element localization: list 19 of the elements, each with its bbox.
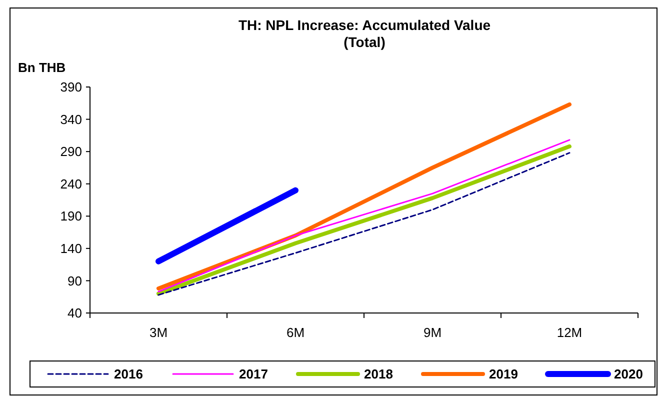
legend-label: 2016 bbox=[114, 366, 143, 382]
legend-label: 2018 bbox=[364, 366, 393, 382]
y-tick-label: 290 bbox=[60, 144, 82, 160]
chart-title: TH: NPL Increase: Accumulated Value (Total) bbox=[238, 17, 491, 50]
y-tick-label: 340 bbox=[60, 112, 82, 127]
y-tick-label: 190 bbox=[60, 208, 82, 224]
legend-label: 2020 bbox=[614, 366, 643, 382]
x-tick-label: 9M bbox=[423, 325, 442, 340]
x-tick-label: 6M bbox=[286, 325, 305, 340]
legend-label: 2017 bbox=[239, 366, 268, 382]
x-tick-label: 12M bbox=[556, 325, 582, 340]
y-tick-label: 140 bbox=[60, 240, 82, 256]
y-axis-title: Bn THB bbox=[18, 60, 66, 75]
y-tick-label: 90 bbox=[68, 273, 82, 288]
x-tick-label: 3M bbox=[149, 325, 168, 340]
legend-label: 2019 bbox=[489, 366, 518, 382]
y-tick-label: 240 bbox=[60, 176, 82, 192]
y-tick-label: 40 bbox=[68, 306, 82, 321]
y-tick-label: 390 bbox=[60, 80, 82, 95]
